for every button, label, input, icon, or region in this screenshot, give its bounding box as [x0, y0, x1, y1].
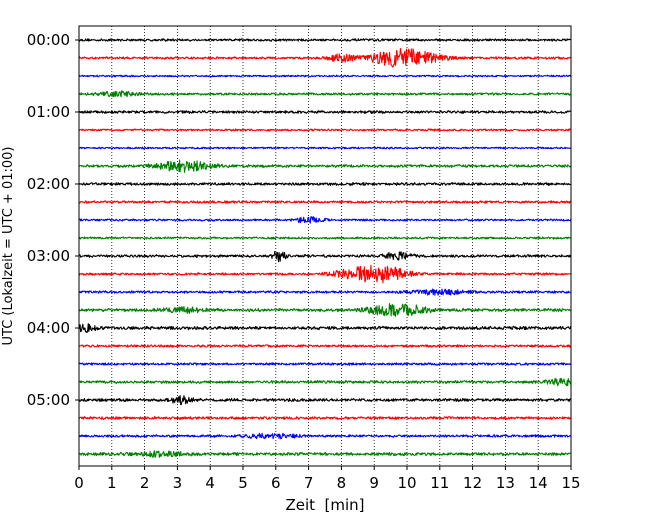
trace-00:45 — [78, 90, 572, 98]
trace-05:45 — [78, 450, 572, 458]
x-tick-label: 3 — [173, 474, 183, 492]
trace-01:00 — [78, 110, 572, 114]
trace-04:15 — [78, 344, 572, 348]
trace-05:00 — [78, 395, 572, 406]
y-tick-label: 01:00 — [27, 103, 70, 121]
trace-03:15 — [78, 264, 572, 284]
x-tick-label: 6 — [271, 474, 281, 492]
trace-01:45 — [78, 159, 572, 173]
x-tick-label: 7 — [304, 474, 314, 492]
grid-lines — [111, 26, 539, 466]
x-tick-label: 5 — [238, 474, 248, 492]
trace-04:30 — [78, 362, 572, 366]
x-tick-label: 14 — [529, 474, 548, 492]
x-tick-label: 12 — [463, 474, 482, 492]
y-tick-label: 02:00 — [27, 175, 70, 193]
x-tick-label: 11 — [430, 474, 449, 492]
x-axis-label: Zeit [min] — [285, 496, 364, 514]
trace-03:45 — [78, 303, 572, 317]
x-tick-label: 0 — [74, 474, 84, 492]
trace-02:00 — [78, 182, 572, 186]
x-tick-label: 1 — [107, 474, 117, 492]
y-tick-label: 00:00 — [27, 31, 70, 49]
y-axis-label: UTC (Lokalzeit = UTC + 01:00) — [1, 147, 16, 346]
trace-00:30 — [78, 74, 572, 78]
trace-02:45 — [78, 236, 572, 240]
x-tick-label: 8 — [337, 474, 347, 492]
x-axis-ticks: 0 1 2 3 4 5 6 7 8 9 10 11 12 13 14 15 — [74, 466, 581, 492]
x-tick-label: 9 — [369, 474, 379, 492]
trace-03:30 — [78, 288, 572, 296]
y-axis-ticks: 00:00 01:00 02:00 03:00 04:00 05:00 — [27, 31, 79, 409]
x-tick-label: 2 — [140, 474, 150, 492]
trace-04:45 — [78, 377, 572, 387]
trace-02:15 — [78, 200, 572, 204]
trace-01:30 — [78, 146, 572, 150]
x-tick-label: 10 — [397, 474, 416, 492]
plot-frame — [78, 25, 572, 467]
trace-03:00 — [78, 250, 572, 263]
x-tick-label: 4 — [205, 474, 215, 492]
trace-01:15 — [78, 128, 572, 132]
trace-00:00 — [78, 38, 572, 42]
trace-05:30 — [78, 432, 572, 440]
trace-02:30 — [78, 216, 572, 224]
trace-04:00 — [78, 323, 572, 333]
trace-05:15 — [78, 416, 572, 420]
trace-00:15 — [78, 48, 572, 68]
y-tick-label: 04:00 — [27, 319, 70, 337]
x-tick-label: 13 — [496, 474, 515, 492]
x-tick-label: 15 — [561, 474, 580, 492]
seismogram-traces — [78, 38, 572, 458]
y-tick-label: 05:00 — [27, 391, 70, 409]
y-tick-label: 03:00 — [27, 247, 70, 265]
